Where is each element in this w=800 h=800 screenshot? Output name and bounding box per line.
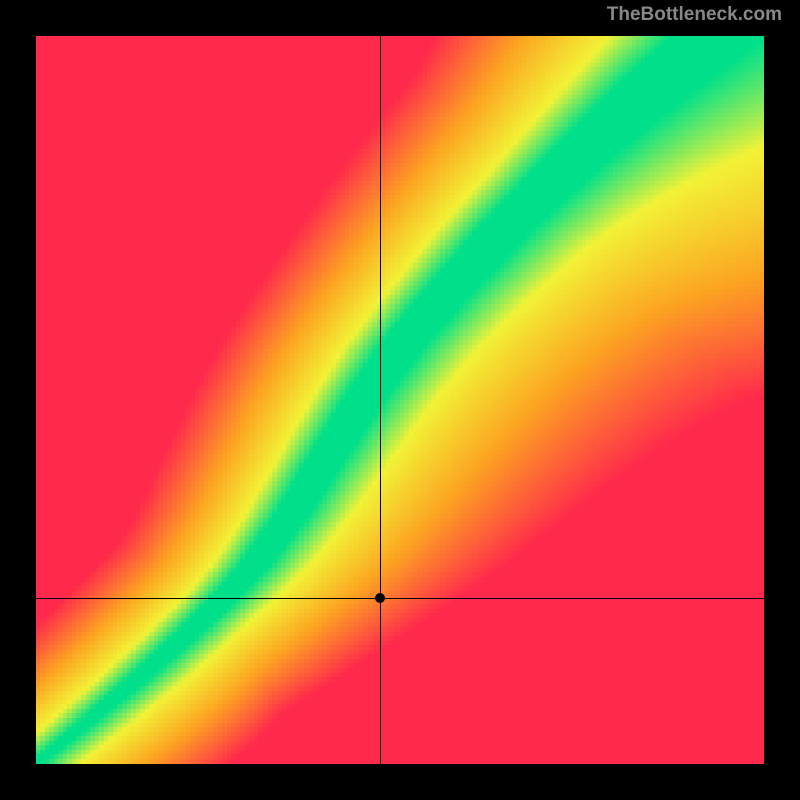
marker-dot <box>375 593 385 603</box>
chart-container: TheBottleneck.com <box>0 0 800 800</box>
crosshair-horizontal <box>36 598 764 599</box>
plot-frame <box>30 30 770 770</box>
plot-area <box>36 36 764 764</box>
crosshair-vertical <box>380 36 381 764</box>
heatmap-canvas <box>36 36 764 764</box>
attribution-text: TheBottleneck.com <box>607 4 782 26</box>
